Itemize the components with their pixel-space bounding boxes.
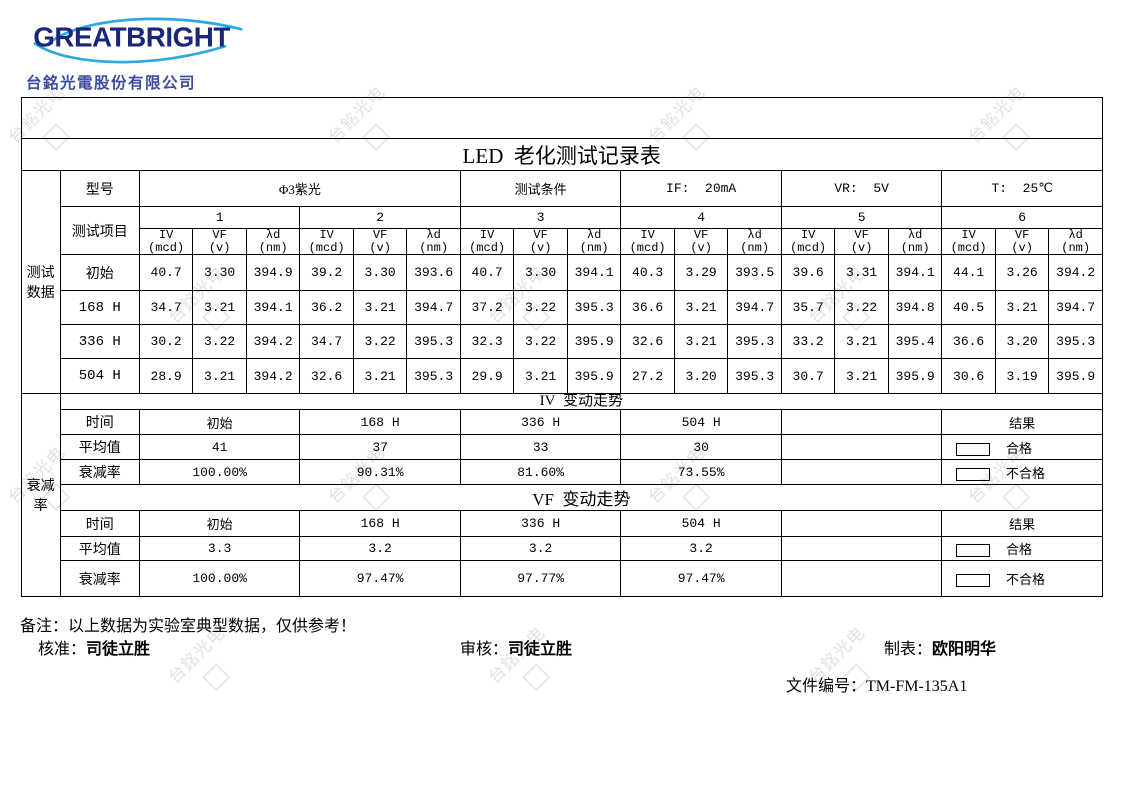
svg-text:GREATBRIGHT: GREATBRIGHT bbox=[33, 21, 230, 52]
